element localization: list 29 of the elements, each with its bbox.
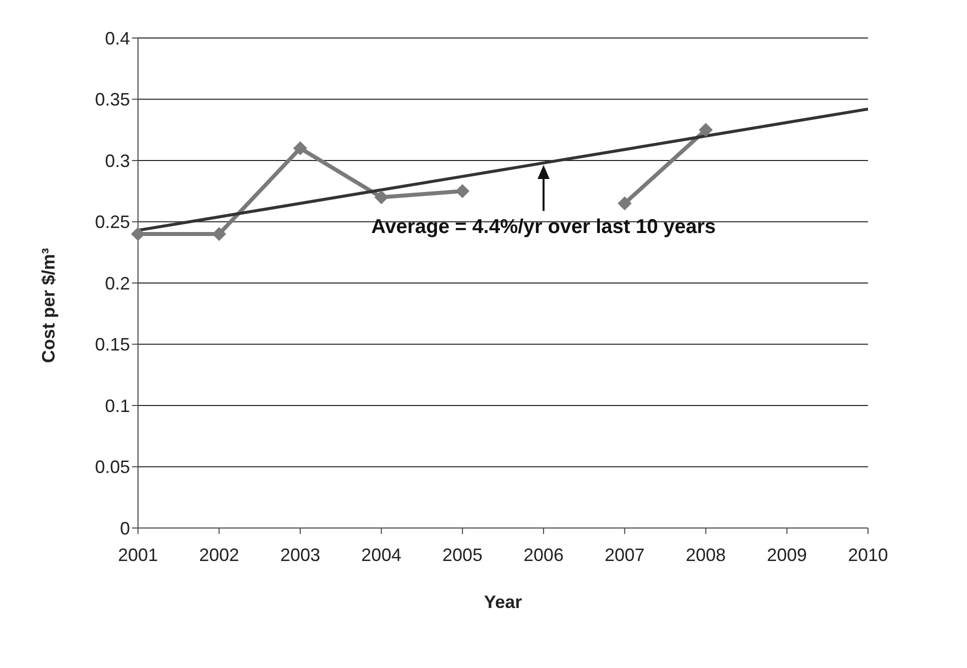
x-tick-label: 2003	[280, 544, 320, 565]
x-tick-label: 2005	[442, 544, 482, 565]
point	[131, 227, 145, 241]
x-tick-label: 2004	[361, 544, 402, 565]
x-tick-label: 2006	[524, 544, 564, 565]
x-axis-title: Year	[484, 592, 522, 612]
x-tick-label: 2010	[848, 544, 888, 565]
x-tick-label: 2009	[766, 544, 807, 565]
y-tick-label: 0.15	[94, 334, 130, 355]
y-tick-label: 0	[120, 518, 130, 538]
x-tick-label: 2008	[686, 544, 726, 565]
point	[698, 122, 713, 137]
y-tick-label: 0.2	[104, 273, 130, 294]
y-tick-label: 0.3	[104, 150, 130, 171]
point	[293, 141, 308, 156]
x-tick-label: 2002	[199, 544, 240, 565]
y-tick-label: 0.25	[94, 212, 130, 232]
point	[618, 196, 632, 210]
x-tick-label: 2001	[118, 544, 158, 565]
y-axis-title: Cost per $/m³	[38, 248, 58, 363]
y-tick-label: 0.4	[104, 28, 130, 48]
point	[212, 227, 226, 241]
y-tick-label: 0.05	[94, 457, 130, 478]
x-tick-label: 2007	[604, 544, 645, 565]
y-tick-label: 0.1	[104, 396, 130, 416]
annotation: Average = 4.4%/yr over last 10 years	[371, 216, 716, 238]
y-tick-label: 0.35	[94, 90, 130, 110]
point	[374, 190, 388, 204]
point	[455, 184, 470, 198]
